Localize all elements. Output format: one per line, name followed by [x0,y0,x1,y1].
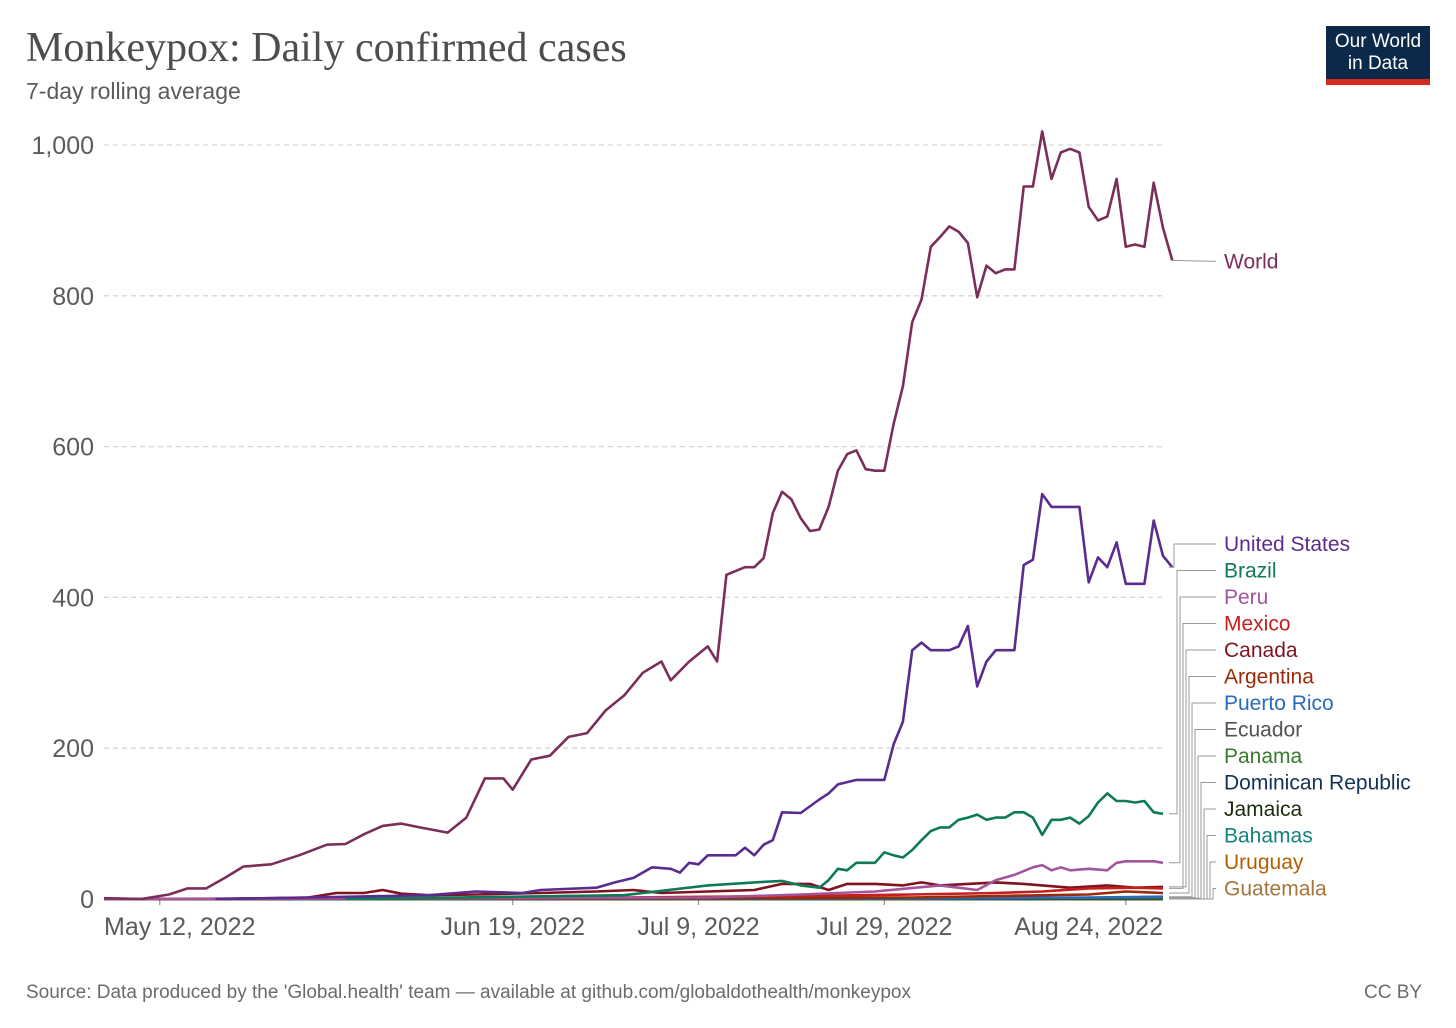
series-line-canada[interactable] [215,881,1164,901]
series-line-united-states[interactable] [215,492,1174,901]
y-tick-label: 400 [52,584,94,612]
y-tick-label: 200 [52,735,94,763]
gridlines [104,144,1163,749]
logo-accent-bar [1326,79,1430,85]
legend-label-mexico[interactable]: Mexico [1224,613,1291,636]
legend-connectors [1169,259,1217,900]
series-lines [103,130,1174,901]
owid-logo[interactable]: Our World in Data [1326,26,1430,85]
legend-label-bahamas[interactable]: Bahamas [1224,825,1313,848]
y-tick-label: 600 [52,434,94,462]
legend-label-panama[interactable]: Panama [1224,745,1303,768]
x-tick-label: Jun 19, 2022 [440,913,585,941]
legend-connector [1169,702,1216,898]
legend-connector [1169,888,1216,900]
legend-connector [1169,596,1216,864]
legend-labels: World United States Brazil Peru Mexico Canada… [1224,250,1411,900]
x-axis: May 12, 2022 Jun 19, 2022 Jul 9, 2022 Jul 2… [104,898,1163,941]
y-tick-label: 1,000 [31,132,94,160]
license-link[interactable]: CC BY [1364,982,1423,1003]
legend-label-peru[interactable]: Peru [1224,586,1268,609]
legend-connector [1169,729,1216,898]
series-line-peru[interactable] [103,859,1164,901]
legend-connector [1169,676,1216,894]
x-tick-label: May 12, 2022 [104,913,256,941]
chart-title: Monkeypox: Daily confirmed cases [26,25,627,71]
legend-label-uruguay[interactable]: Uruguay [1224,851,1304,874]
legend-connector [1169,543,1216,568]
legend-label-canada[interactable]: Canada [1224,639,1298,662]
legend-connector [1169,782,1216,899]
x-tick-label: Jul 29, 2022 [816,913,952,941]
legend-label-argentina[interactable]: Argentina [1224,666,1314,689]
legend-label-puerto-rico[interactable]: Puerto Rico [1224,692,1334,715]
legend-label-jamaica[interactable]: Jamaica [1224,798,1303,821]
legend-connector [1170,259,1217,262]
legend-label-brazil[interactable]: Brazil [1224,560,1277,583]
series-line-world[interactable] [103,130,1174,901]
y-axis: 0 200 400 600 800 1,000 [31,132,94,914]
series-line-brazil[interactable] [345,792,1164,901]
y-tick-label: 0 [80,886,94,914]
source-note: Source: Data produced by the 'Global.hea… [26,982,911,1003]
chart-subtitle: 7-day rolling average [26,78,241,104]
legend-label-dominican-republic[interactable]: Dominican Republic [1224,772,1411,795]
logo-line-2: in Data [1347,53,1409,74]
legend-label-world[interactable]: World [1224,250,1278,273]
y-tick-label: 800 [52,283,94,311]
legend-connector [1169,570,1216,815]
legend-label-guatemala[interactable]: Guatemala [1224,878,1327,901]
x-tick-label: Aug 24, 2022 [1014,913,1163,941]
x-tick-label: Jul 9, 2022 [637,913,759,941]
legend-connector [1169,649,1216,888]
logo-line-1: Our World [1334,31,1422,52]
legend-label-united-states[interactable]: United States [1224,533,1350,556]
legend-label-ecuador[interactable]: Ecuador [1224,719,1302,742]
legend-connector [1169,623,1216,889]
